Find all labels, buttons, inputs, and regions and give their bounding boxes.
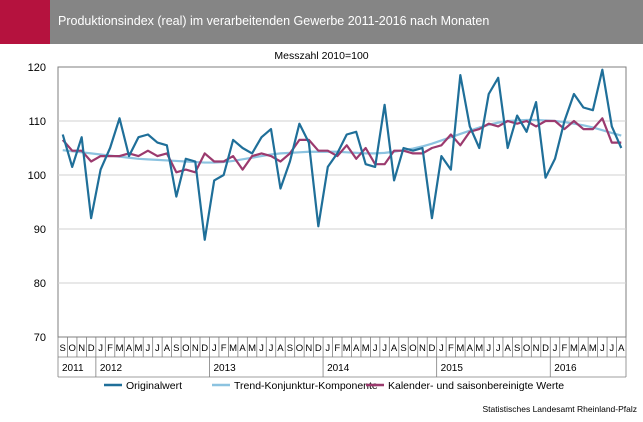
year-label: 2016	[554, 363, 577, 374]
year-label: 2015	[441, 363, 464, 374]
y-tick-label: 80	[34, 278, 46, 290]
x-tick-label: O	[523, 343, 530, 354]
x-tick-label: M	[229, 343, 237, 354]
x-tick-label: S	[173, 343, 179, 354]
x-tick-label: A	[504, 343, 511, 354]
year-label: 2013	[213, 363, 236, 374]
x-tick-label: J	[325, 343, 330, 354]
legend-label: Originalwert	[126, 380, 182, 392]
x-tick-label: N	[78, 343, 85, 354]
legend-label: Trend-Konjunktur-Komponente	[234, 380, 378, 392]
x-tick-label: D	[542, 343, 549, 354]
x-tick-label: O	[296, 343, 303, 354]
x-tick-label: M	[248, 343, 256, 354]
x-tick-label: N	[192, 343, 199, 354]
x-tick-label: M	[475, 343, 483, 354]
x-tick-label: A	[164, 343, 171, 354]
x-tick-label: J	[259, 343, 264, 354]
title-bar: Produktionsindex (real) im verarbeitende…	[0, 0, 643, 44]
series-line-0	[61, 68, 623, 241]
x-tick-label: M	[135, 343, 143, 354]
x-tick-label: A	[126, 343, 133, 354]
x-tick-label: F	[221, 343, 227, 354]
x-tick-label: J	[496, 343, 501, 354]
y-tick-label: 90	[34, 224, 46, 236]
x-tick-label: S	[60, 343, 66, 354]
x-tick-label: J	[373, 343, 378, 354]
x-tick-label: F	[107, 343, 113, 354]
x-tick-label: D	[88, 343, 95, 354]
x-tick-label: O	[182, 343, 189, 354]
source-note: Statistisches Landesamt Rheinland-Pfalz	[482, 404, 638, 414]
x-tick-label: F	[562, 343, 568, 354]
x-tick-label: J	[155, 343, 160, 354]
y-tick-label: 70	[34, 332, 46, 344]
x-tick-label: O	[69, 343, 76, 354]
year-label: 2014	[327, 363, 350, 374]
x-tick-label: N	[533, 343, 540, 354]
x-tick-label: S	[400, 343, 406, 354]
plot-area	[57, 66, 627, 338]
x-tick-label: J	[600, 343, 605, 354]
x-tick-label: M	[362, 343, 370, 354]
series-line-2	[61, 117, 622, 174]
x-tick-label: J	[382, 343, 387, 354]
x-tick-label: J	[553, 343, 558, 354]
x-tick-label: A	[277, 343, 284, 354]
x-tick-label: A	[467, 343, 474, 354]
year-label: 2012	[100, 363, 123, 374]
x-tick-label: M	[570, 343, 578, 354]
x-tick-label: N	[305, 343, 312, 354]
x-tick-label: J	[212, 343, 217, 354]
y-tick-label: 120	[28, 62, 46, 74]
x-tick-label: S	[514, 343, 520, 354]
x-tick-label: D	[315, 343, 322, 354]
y-tick-label: 110	[28, 116, 46, 128]
year-label: 2011	[62, 363, 84, 374]
x-tick-label: A	[353, 343, 360, 354]
x-tick-label: A	[618, 343, 625, 354]
x-tick-label: M	[116, 343, 124, 354]
chart-title: Produktionsindex (real) im verarbeitende…	[58, 14, 490, 28]
x-tick-label: A	[580, 343, 587, 354]
x-tick-label: J	[98, 343, 103, 354]
x-tick-label: F	[448, 343, 454, 354]
x-tick-label: J	[609, 343, 614, 354]
legend-label: Kalender- und saisonbereinigte Werte	[388, 380, 564, 392]
x-tick-label: D	[428, 343, 435, 354]
x-tick-label: M	[343, 343, 351, 354]
x-tick-label: N	[419, 343, 426, 354]
accent-block	[0, 0, 50, 44]
x-tick-label: F	[334, 343, 340, 354]
x-tick-label: D	[201, 343, 208, 354]
chart-subtitle: Messzahl 2010=100	[274, 50, 369, 62]
x-tick-label: J	[439, 343, 444, 354]
x-tick-label: O	[409, 343, 416, 354]
x-tick-label: J	[146, 343, 151, 354]
x-tick-label: J	[269, 343, 274, 354]
x-tick-label: M	[589, 343, 597, 354]
x-tick-label: S	[287, 343, 293, 354]
x-tick-label: J	[486, 343, 491, 354]
x-tick-label: A	[391, 343, 398, 354]
x-tick-label: M	[456, 343, 464, 354]
y-tick-label: 100	[28, 170, 46, 182]
x-tick-label: A	[239, 343, 246, 354]
